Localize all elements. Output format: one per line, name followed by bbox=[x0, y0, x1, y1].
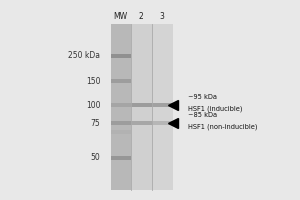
Bar bbox=[130, 121, 152, 125]
Text: ~85 kDa: ~85 kDa bbox=[188, 112, 217, 118]
Text: 250 kDa: 250 kDa bbox=[68, 51, 100, 60]
Bar bbox=[111, 130, 130, 134]
Text: HSF1 (inducible): HSF1 (inducible) bbox=[188, 106, 242, 112]
Bar bbox=[111, 121, 130, 125]
Bar bbox=[130, 103, 152, 107]
Bar bbox=[152, 103, 172, 107]
Text: 3: 3 bbox=[160, 12, 164, 21]
Bar bbox=[111, 79, 130, 83]
Text: MW: MW bbox=[114, 12, 128, 21]
Text: HSF1 (non-inducible): HSF1 (non-inducible) bbox=[188, 124, 257, 130]
Bar bbox=[152, 24, 172, 190]
Text: 150: 150 bbox=[86, 76, 100, 86]
Bar bbox=[111, 103, 130, 107]
Bar bbox=[111, 54, 130, 58]
Text: 75: 75 bbox=[91, 118, 100, 128]
Text: 100: 100 bbox=[86, 100, 100, 110]
Bar bbox=[111, 24, 130, 190]
Text: 2: 2 bbox=[139, 12, 143, 21]
Text: 50: 50 bbox=[91, 154, 100, 162]
Text: ~95 kDa: ~95 kDa bbox=[188, 94, 217, 100]
Bar bbox=[111, 156, 130, 160]
Bar bbox=[152, 121, 172, 125]
Bar bbox=[111, 24, 172, 190]
Bar bbox=[130, 24, 152, 190]
